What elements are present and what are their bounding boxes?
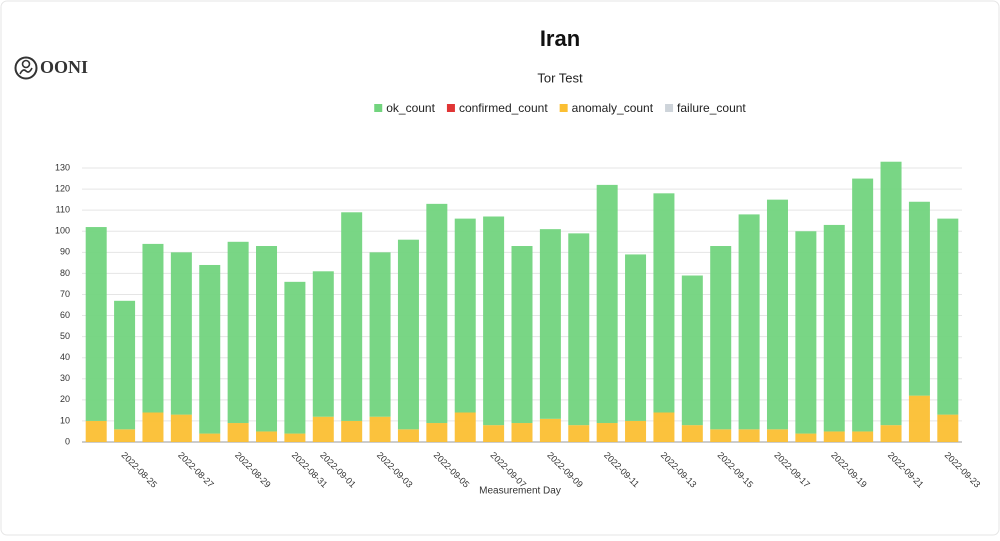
bar-segment bbox=[511, 423, 533, 442]
bar-segment bbox=[397, 429, 419, 442]
bar-segment bbox=[880, 425, 902, 442]
bar-segment bbox=[653, 412, 675, 442]
y-tick-label: 10 bbox=[60, 415, 70, 425]
legend-label: anomaly_count bbox=[572, 101, 654, 115]
bar-segment bbox=[369, 416, 391, 442]
bar-segment bbox=[341, 212, 363, 421]
bar-segment bbox=[738, 214, 760, 430]
bar-segment bbox=[369, 252, 391, 417]
bar-segment bbox=[85, 420, 107, 442]
bar-segment bbox=[114, 429, 136, 442]
y-tick-label: 50 bbox=[60, 331, 70, 341]
bar-segment bbox=[114, 300, 136, 430]
legend-label: confirmed_count bbox=[459, 101, 548, 115]
bar-segment bbox=[341, 420, 363, 442]
bar-segment bbox=[937, 218, 959, 415]
y-tick-label: 70 bbox=[60, 289, 70, 299]
y-tick-label: 110 bbox=[56, 205, 70, 215]
bar-segment bbox=[256, 246, 278, 432]
bar-segment bbox=[823, 431, 845, 442]
legend: ok_count confirmed_count anomaly_count fail… bbox=[374, 101, 746, 115]
chart-subtitle: Tor Test bbox=[537, 70, 583, 85]
bar-segment bbox=[539, 418, 561, 442]
bar-segment bbox=[426, 203, 448, 424]
bar-segment bbox=[908, 201, 930, 396]
bar-segment bbox=[625, 420, 647, 442]
bar-segment bbox=[511, 246, 533, 424]
logo-icon bbox=[19, 67, 33, 75]
logo-icon bbox=[14, 56, 38, 80]
bar-segment bbox=[738, 429, 760, 442]
bar-segment bbox=[795, 231, 817, 434]
bar-segment bbox=[681, 275, 703, 426]
bar-segment bbox=[483, 216, 505, 426]
bar-segment bbox=[710, 429, 732, 442]
bar-segment bbox=[483, 425, 505, 442]
y-tick-label: 90 bbox=[60, 247, 70, 257]
bar-segment bbox=[199, 264, 221, 434]
y-tick-label: 40 bbox=[60, 352, 70, 362]
bar-segment bbox=[170, 414, 192, 442]
bar-segment bbox=[312, 416, 334, 442]
y-tick-label: 60 bbox=[60, 310, 70, 320]
bar-segment bbox=[142, 412, 164, 442]
bar-segment bbox=[795, 433, 817, 442]
bar-segment bbox=[766, 199, 788, 430]
chart-title: Iran bbox=[540, 26, 580, 51]
legend-swatch bbox=[559, 104, 568, 112]
bar-segment bbox=[142, 243, 164, 413]
y-tick-label: 0 bbox=[65, 436, 70, 446]
bar-segment bbox=[312, 271, 334, 417]
bar-segment bbox=[170, 252, 192, 415]
x-axis-title: Measurement Day bbox=[479, 486, 561, 497]
y-tick-label: 100 bbox=[55, 226, 70, 236]
bar-segment bbox=[454, 218, 476, 413]
bar-segment bbox=[710, 246, 732, 430]
bar-segment bbox=[908, 395, 930, 442]
bar-segment bbox=[568, 233, 590, 426]
logo: OONI bbox=[14, 56, 88, 80]
bar-segment bbox=[539, 229, 561, 419]
bar-segment bbox=[596, 184, 618, 424]
legend-label: ok_count bbox=[386, 101, 435, 115]
y-tick-label: 80 bbox=[60, 268, 70, 278]
legend-label: failure_count bbox=[677, 101, 746, 115]
bar-segment bbox=[937, 414, 959, 442]
y-tick-label: 30 bbox=[60, 373, 70, 383]
legend-swatch bbox=[374, 104, 383, 112]
bar-segment bbox=[766, 429, 788, 442]
legend-swatch bbox=[665, 104, 674, 112]
y-tick-label: 120 bbox=[55, 183, 70, 193]
bar-segment bbox=[227, 241, 249, 424]
bar-segment bbox=[880, 161, 902, 426]
bar-segment bbox=[256, 431, 278, 442]
bar-segment bbox=[625, 254, 647, 421]
bar-segment bbox=[284, 281, 306, 434]
bar-segment bbox=[426, 423, 448, 442]
legend-swatch bbox=[446, 104, 455, 112]
bar-segment bbox=[85, 227, 107, 421]
bar-segment bbox=[823, 224, 845, 432]
logo-text: OONI bbox=[40, 57, 88, 77]
bar-segment bbox=[596, 423, 618, 442]
logo-icon bbox=[21, 59, 31, 69]
bar-segment bbox=[199, 433, 221, 442]
bar-segment bbox=[681, 425, 703, 442]
bar-segment bbox=[227, 423, 249, 442]
bar-segment bbox=[284, 433, 306, 442]
bar-segment bbox=[397, 239, 419, 430]
bar-segment bbox=[852, 431, 874, 442]
y-tick-label: 130 bbox=[55, 162, 70, 172]
bar-segment bbox=[568, 425, 590, 442]
y-tick-label: 20 bbox=[60, 394, 70, 404]
bar-segment bbox=[454, 412, 476, 442]
bar-segment bbox=[653, 193, 675, 413]
bar-segment bbox=[852, 178, 874, 432]
